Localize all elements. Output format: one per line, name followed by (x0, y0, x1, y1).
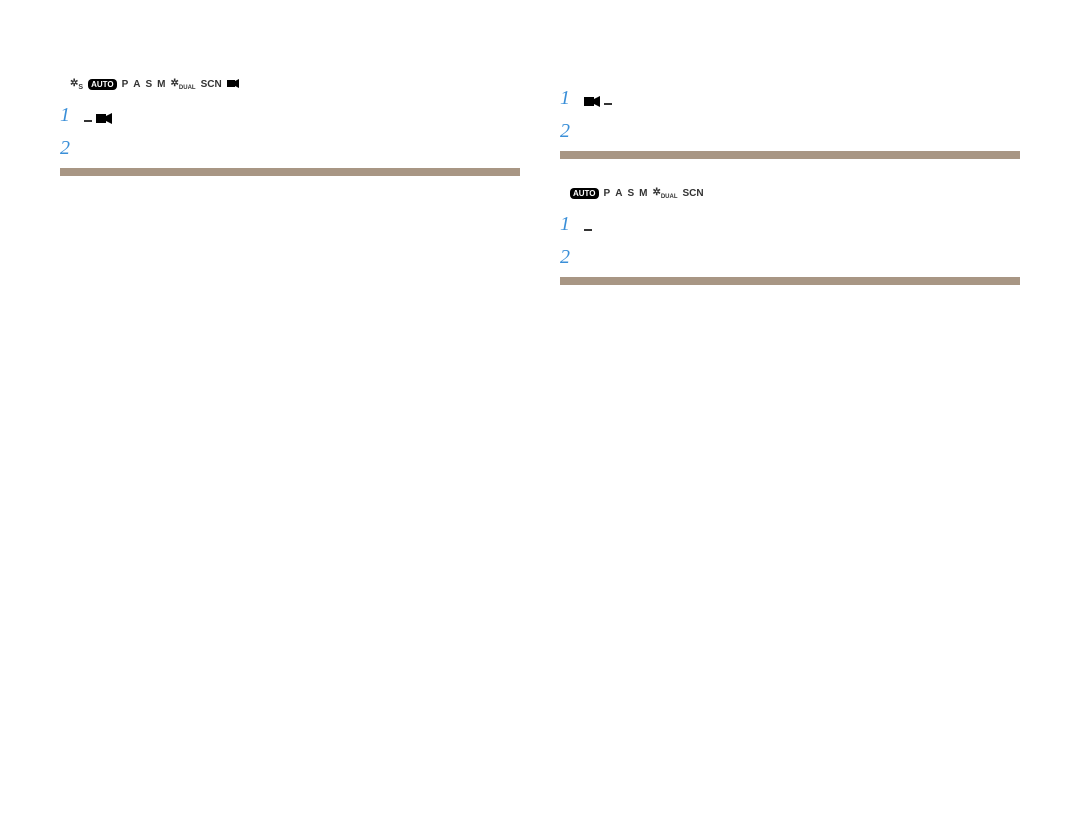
video-step-1: 1 (560, 88, 1020, 111)
menu-button (84, 120, 92, 122)
step-number: 1 (60, 105, 74, 125)
video-icon (584, 96, 600, 107)
mode-icons: ✲S AUTO PASM ✲DUAL SCN (70, 78, 239, 91)
th-function (560, 277, 790, 285)
th-function (60, 168, 290, 176)
video-step-2: 2 (560, 121, 1020, 141)
step-number: 2 (560, 121, 574, 141)
video-icon (227, 79, 239, 88)
step-number: 2 (60, 138, 74, 158)
right-column: 1 2 (560, 78, 1020, 285)
quality-step-1: 1 (560, 214, 1020, 237)
step-number: 1 (560, 88, 574, 108)
section-resolution-title: ✲S AUTO PASM ✲DUAL SCN (60, 78, 520, 91)
menu-button (584, 229, 592, 231)
th-description (790, 277, 1020, 285)
menu-button (604, 103, 612, 105)
step-text (584, 214, 592, 237)
th-description (790, 151, 1020, 159)
th-function (560, 151, 790, 159)
photo-step-2: 2 (60, 138, 520, 158)
photo-step-1: 1 (60, 105, 520, 128)
mode-icons: AUTO PASM ✲DUAL SCN (570, 187, 704, 200)
quality-step-2: 2 (560, 247, 1020, 267)
step-number: 2 (560, 247, 574, 267)
th-description (290, 168, 520, 176)
video-icon (96, 113, 112, 124)
step-text (584, 88, 612, 111)
step-number: 1 (560, 214, 574, 234)
left-column: ✲S AUTO PASM ✲DUAL SCN 1 2 (60, 78, 520, 285)
step-text (84, 105, 112, 128)
section-quality-title: AUTO PASM ✲DUAL SCN (560, 187, 1020, 200)
photo-size-table (60, 168, 520, 176)
quality-table (560, 277, 1020, 285)
page-footer (0, 781, 1080, 795)
video-size-table (560, 151, 1020, 159)
